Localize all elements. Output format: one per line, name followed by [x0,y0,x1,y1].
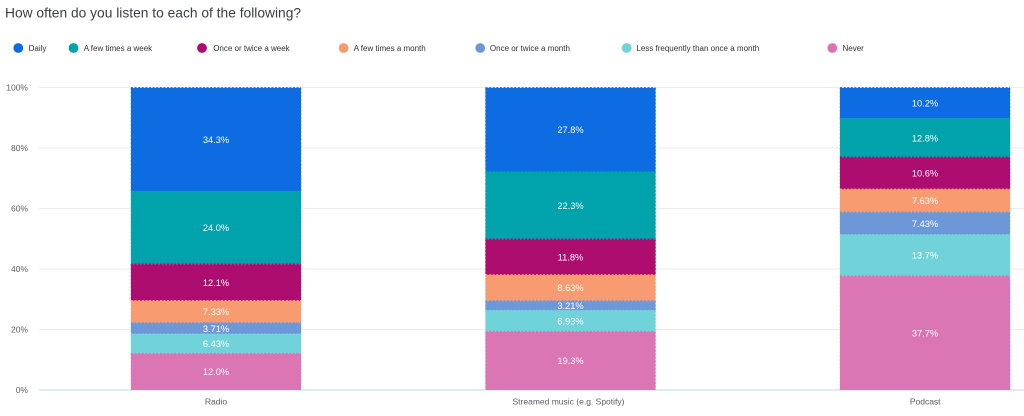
svg-text:How often do you listen to eac: How often do you listen to each of the f… [5,5,301,20]
svg-text:10.2%: 10.2% [912,99,938,109]
svg-text:8.63%: 8.63% [557,283,583,293]
svg-text:Podcast: Podcast [910,397,941,407]
svg-text:60%: 60% [11,204,28,214]
svg-text:100%: 100% [6,83,28,93]
svg-text:Never: Never [843,44,865,53]
svg-text:12.0%: 12.0% [203,367,229,377]
svg-text:34.3%: 34.3% [203,135,229,145]
svg-text:10.6%: 10.6% [912,169,938,179]
svg-text:Less frequently than once a mo: Less frequently than once a month [636,44,759,53]
svg-text:Daily: Daily [29,44,47,53]
svg-text:6.43%: 6.43% [203,339,229,349]
svg-text:12.8%: 12.8% [912,133,938,143]
svg-text:6.93%: 6.93% [557,316,583,326]
svg-text:3.21%: 3.21% [557,301,583,311]
svg-text:20%: 20% [11,325,28,335]
svg-text:Radio: Radio [205,397,227,407]
svg-text:22.3%: 22.3% [557,201,583,211]
svg-text:Once or twice a month: Once or twice a month [490,44,570,53]
svg-text:A few times a month: A few times a month [354,44,426,53]
svg-text:24.0%: 24.0% [203,223,229,233]
svg-text:Streamed music (e.g. Spotify): Streamed music (e.g. Spotify) [513,397,625,407]
svg-text:13.7%: 13.7% [912,251,938,261]
svg-text:37.7%: 37.7% [912,328,938,338]
svg-text:19.3%: 19.3% [557,356,583,366]
svg-text:0%: 0% [16,385,29,395]
svg-text:80%: 80% [11,143,28,153]
svg-text:Once or twice a week: Once or twice a week [213,44,290,53]
svg-text:7.43%: 7.43% [912,219,938,229]
svg-text:11.8%: 11.8% [558,252,584,262]
svg-text:12.1%: 12.1% [203,278,229,288]
svg-text:40%: 40% [11,264,28,274]
svg-text:27.8%: 27.8% [557,125,583,135]
svg-text:7.63%: 7.63% [912,196,938,206]
svg-text:3.71%: 3.71% [203,324,229,334]
svg-text:A few times a week: A few times a week [84,44,153,53]
svg-text:7.33%: 7.33% [203,307,229,317]
